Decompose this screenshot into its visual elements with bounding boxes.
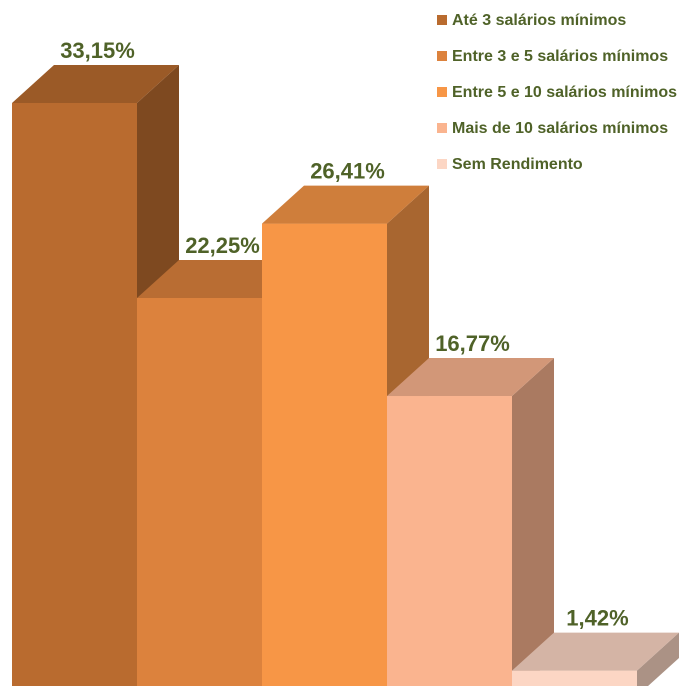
data-label: 1,42% [566, 605, 628, 630]
data-label: 22,25% [185, 233, 260, 258]
legend-label: Sem Rendimento [452, 156, 583, 173]
bar-top [512, 632, 679, 671]
legend-swatch [437, 159, 447, 169]
data-label: 33,15% [60, 38, 135, 63]
bar-side [637, 632, 679, 686]
legend-swatch [437, 87, 447, 97]
bar [137, 297, 262, 686]
legend-swatch [437, 51, 447, 61]
bar-top [387, 358, 554, 397]
legend-label: Mais de 10 salários mínimos [452, 120, 668, 137]
legend-swatch [437, 123, 447, 133]
bar-top [262, 185, 429, 224]
data-label: 16,77% [435, 331, 510, 356]
data-label: 26,41% [310, 158, 385, 183]
bar-side [512, 358, 554, 686]
bar [12, 103, 137, 686]
legend-swatch [437, 15, 447, 25]
legend-label: Entre 3 e 5 salários mínimos [452, 48, 668, 65]
bar [512, 670, 637, 686]
bar [387, 396, 512, 686]
bar-top [12, 65, 179, 103]
legend-label: Entre 5 e 10 salários mínimos [452, 84, 677, 101]
legend-label: Até 3 salários mínimos [452, 12, 626, 29]
bar [262, 223, 387, 686]
